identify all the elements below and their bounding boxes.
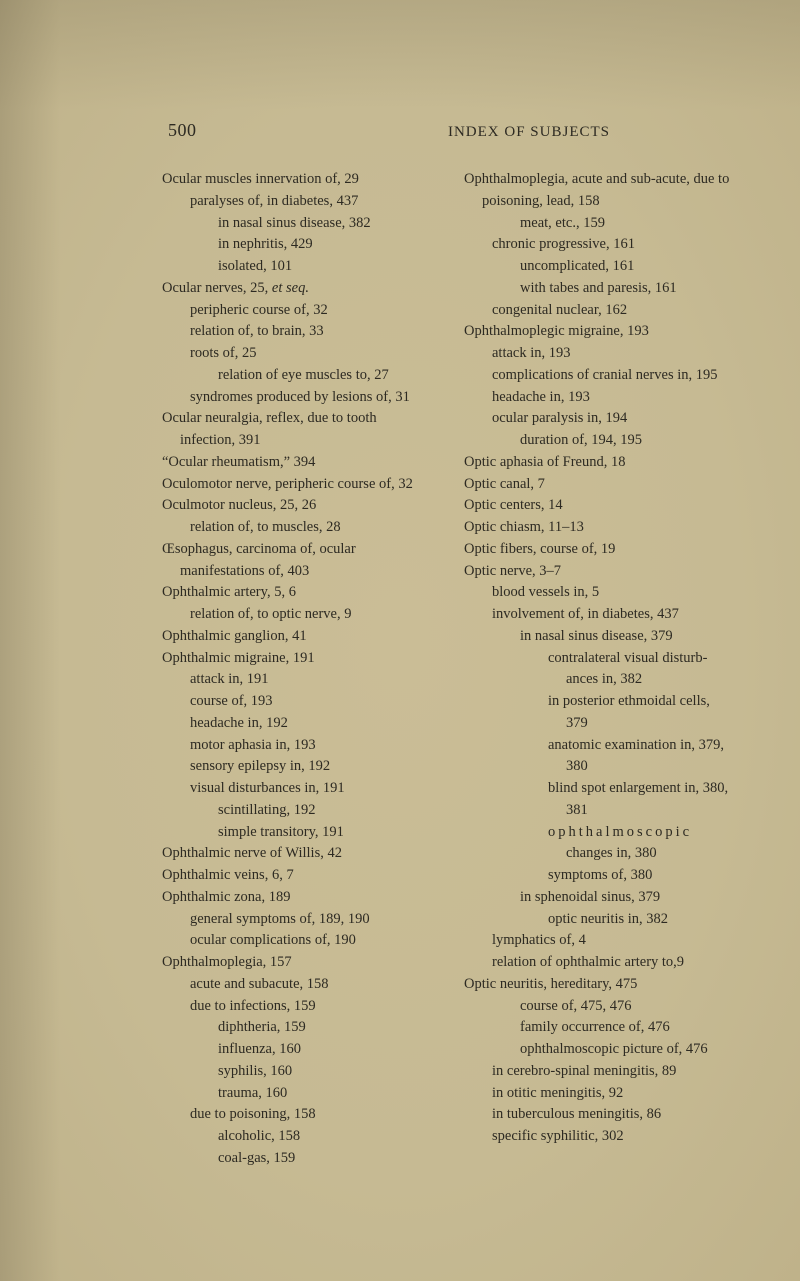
index-entry: ophthalmoscopic picture of, 476 (538, 1039, 732, 1061)
index-entry: meat, etc., 159 (538, 213, 732, 235)
index-entry: Optic chiasm, 11–13 (482, 517, 732, 539)
index-entry: attack in, 193 (510, 343, 732, 365)
index-entry: Œsophagus, carcinoma of, ocular manifest… (180, 539, 430, 583)
index-entry: Ophthalmic ganglion, 41 (180, 626, 430, 648)
index-entry: Optic nerve, 3–7 (482, 561, 732, 583)
index-entry: family occurrence of, 476 (538, 1017, 732, 1039)
index-entry: scintillating, 192 (236, 800, 430, 822)
index-entry: diphtheria, 159 (236, 1017, 430, 1039)
index-entry: Ophthalmic artery, 5, 6 (180, 582, 430, 604)
spaced-text: ophthalmoscopic (548, 824, 692, 840)
index-entry: coal-gas, 159 (236, 1148, 430, 1170)
index-entry: course of, 475, 476 (538, 996, 732, 1018)
index-entry: uncomplicated, 161 (538, 256, 732, 278)
index-entry: paralyses of, in diabetes, 437 (208, 191, 430, 213)
index-entry: contralateral visual disturb-ances in, 3… (566, 648, 732, 692)
index-entry: congenital nuclear, 162 (510, 300, 732, 322)
index-entry: anatomic examination in, 379, 380 (566, 735, 732, 779)
index-entry: headache in, 193 (510, 387, 732, 409)
index-entry: with tabes and paresis, 161 (538, 278, 732, 300)
index-entry: acute and subacute, 158 (208, 974, 430, 996)
index-entry: involvement of, in diabetes, 437 (510, 604, 732, 626)
index-entry: specific syphilitic, 302 (510, 1126, 732, 1148)
index-entry: relation of, to optic nerve, 9 (208, 604, 430, 626)
index-entry: Oculmotor nucleus, 25, 26 (180, 495, 430, 517)
index-entry: “Ocular rheumatism,” 394 (180, 452, 430, 474)
index-entry: in nephritis, 429 (236, 234, 430, 256)
index-entry: Optic aphasia of Freund, 18 (482, 452, 732, 474)
index-entry: Ophthalmic zona, 189 (180, 887, 430, 909)
index-entry: ophthalmoscopic changes in, 380 (566, 822, 732, 866)
index-entry: due to infections, 159 (208, 996, 430, 1018)
index-entry: in otitic meningitis, 92 (510, 1083, 732, 1105)
index-entry: Ophthalmic migraine, 191 (180, 648, 430, 670)
index-entry: blind spot enlargement in, 380, 381 (566, 778, 732, 822)
index-entry: symptoms of, 380 (566, 865, 732, 887)
index-entry: ocular complications of, 190 (208, 930, 430, 952)
index-entry: Oculomotor nerve, peripheric course of, … (180, 474, 430, 496)
page-header: 500 INDEX OF SUBJECTS (70, 120, 740, 141)
index-entry: in cerebro-spinal meningitis, 89 (510, 1061, 732, 1083)
index-entry: Ocular muscles innervation of, 29 (180, 169, 430, 191)
index-entry: alcoholic, 158 (236, 1126, 430, 1148)
index-entry: Ophthalmoplegic migraine, 193 (482, 321, 732, 343)
italic-text: et seq. (272, 280, 309, 296)
index-entry: due to poisoning, 158 (208, 1104, 430, 1126)
index-entry: course of, 193 (208, 691, 430, 713)
index-entry: ocular paralysis in, 194 (510, 408, 732, 430)
index-entry: Optic canal, 7 (482, 474, 732, 496)
index-entry: Ophthalmic nerve of Willis, 42 (180, 843, 430, 865)
index-entry: simple transitory, 191 (236, 822, 430, 844)
index-entry: headache in, 192 (208, 713, 430, 735)
running-head: INDEX OF SUBJECTS (448, 124, 610, 141)
index-entry: optic neuritis in, 382 (566, 909, 732, 931)
page: 500 INDEX OF SUBJECTS Ocular muscles inn… (0, 0, 800, 1281)
index-entry: complications of cranial nerves in, 195 (510, 365, 732, 387)
index-entry: Ocular nerves, 25, et seq. (180, 278, 430, 300)
index-entry: Ocular neuralgia, reflex, due to tooth i… (180, 408, 430, 452)
index-entry: isolated, 101 (236, 256, 430, 278)
index-entry: relation of eye muscles to, 27 (236, 365, 430, 387)
index-entry: syphilis, 160 (236, 1061, 430, 1083)
page-number: 500 (168, 120, 197, 141)
index-entry: in nasal sinus disease, 382 (236, 213, 430, 235)
index-entry: in sphenoidal sinus, 379 (538, 887, 732, 909)
index-entry: syndromes produced by lesions of, 31 (208, 387, 430, 409)
index-entry: Optic fibers, course of, 19 (482, 539, 732, 561)
index-entry: Optic neuritis, hereditary, 475 (482, 974, 732, 996)
columns: Ocular muscles innervation of, 29paralys… (70, 169, 740, 1170)
index-entry: relation of, to brain, 33 (208, 321, 430, 343)
index-entry: duration of, 194, 195 (538, 430, 732, 452)
index-entry: blood vessels in, 5 (510, 582, 732, 604)
index-entry: peripheric course of, 32 (208, 300, 430, 322)
index-entry: relation of, to muscles, 28 (208, 517, 430, 539)
index-entry: Ophthalmic veins, 6, 7 (180, 865, 430, 887)
index-entry: general symptoms of, 189, 190 (208, 909, 430, 931)
index-entry: chronic progressive, 161 (510, 234, 732, 256)
left-column: Ocular muscles innervation of, 29paralys… (162, 169, 430, 1170)
index-entry: influenza, 160 (236, 1039, 430, 1061)
index-entry: roots of, 25 (208, 343, 430, 365)
index-entry: Optic centers, 14 (482, 495, 732, 517)
index-entry: Ophthalmoplegia, acute and sub-acute, du… (482, 169, 732, 213)
index-entry: relation of ophthalmic artery to,9 (510, 952, 732, 974)
index-entry: motor aphasia in, 193 (208, 735, 430, 757)
right-column: Ophthalmoplegia, acute and sub-acute, du… (464, 169, 732, 1170)
index-entry: lymphatics of, 4 (510, 930, 732, 952)
index-entry: in nasal sinus disease, 379 (538, 626, 732, 648)
index-entry: trauma, 160 (236, 1083, 430, 1105)
index-entry: sensory epilepsy in, 192 (208, 756, 430, 778)
index-entry: visual disturbances in, 191 (208, 778, 430, 800)
index-entry: attack in, 191 (208, 669, 430, 691)
index-entry: in tuberculous meningitis, 86 (510, 1104, 732, 1126)
index-entry: Ophthalmoplegia, 157 (180, 952, 430, 974)
index-entry: in posterior ethmoidal cells, 379 (566, 691, 732, 735)
